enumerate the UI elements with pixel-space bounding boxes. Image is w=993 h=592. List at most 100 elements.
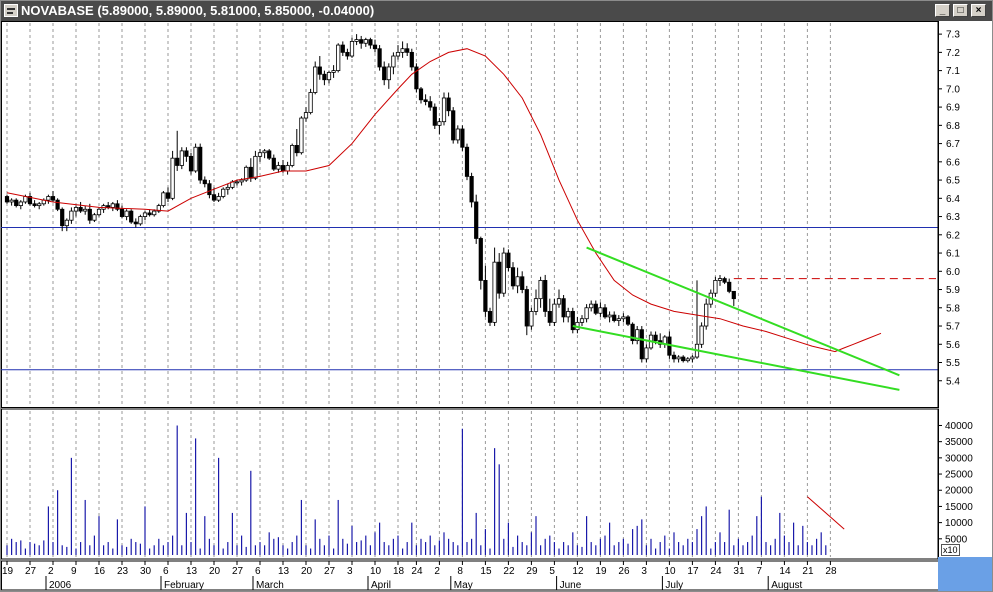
candle-body bbox=[276, 165, 281, 170]
volume-scale-note: x10 bbox=[941, 544, 960, 556]
candle-body bbox=[460, 128, 465, 148]
price-tick-label: 7.0 bbox=[946, 84, 960, 95]
month-label: 2006 bbox=[49, 580, 72, 591]
candle-body bbox=[92, 214, 97, 221]
chart-app-icon bbox=[4, 4, 18, 17]
candle-body bbox=[464, 146, 470, 177]
candle-body bbox=[87, 208, 92, 221]
candle-body bbox=[607, 314, 612, 318]
candle-body bbox=[14, 199, 19, 207]
candle-body bbox=[285, 165, 290, 172]
candle-body bbox=[382, 66, 387, 81]
candle-body bbox=[676, 356, 681, 360]
date-tick-label: 20 bbox=[301, 566, 313, 577]
candle-body bbox=[690, 356, 695, 360]
date-tick-label: 7 bbox=[756, 566, 762, 577]
candle-body bbox=[602, 307, 608, 318]
candle-body bbox=[202, 179, 207, 185]
date-tick-label: 27 bbox=[25, 566, 37, 577]
date-tick-label: 8 bbox=[457, 566, 463, 577]
price-series bbox=[1, 34, 938, 391]
candle-body bbox=[681, 356, 686, 362]
minimize-button[interactable]: _ bbox=[935, 4, 950, 17]
moving-average-line bbox=[6, 48, 882, 353]
price-tick-label: 5.9 bbox=[946, 285, 960, 296]
price-tick-label: 6.5 bbox=[946, 176, 960, 187]
candle-body bbox=[552, 303, 557, 323]
candle-body bbox=[478, 238, 483, 281]
candle-body bbox=[170, 157, 175, 199]
candle-body bbox=[400, 48, 405, 53]
candle-body bbox=[566, 311, 571, 318]
candle-body bbox=[584, 307, 589, 320]
wedge-trendline bbox=[572, 325, 900, 391]
candle-body bbox=[561, 298, 566, 318]
candle-body bbox=[418, 88, 424, 101]
candle-body bbox=[179, 150, 184, 166]
candle-body bbox=[129, 210, 134, 223]
window-title: NOVABASE (5.89000, 5.89000, 5.81000, 5.8… bbox=[21, 3, 375, 18]
month-label: April bbox=[371, 580, 391, 591]
date-tick-label: 24 bbox=[411, 566, 423, 577]
candle-body bbox=[55, 199, 60, 210]
maximize-button[interactable]: □ bbox=[953, 4, 968, 17]
candle-body bbox=[727, 281, 732, 292]
price-volume-chart[interactable]: 5.4 5.5 5.6 5.7 5.8 5.9 6.0 6.1 6.2 6.3 6.4 6.5 6.6 6… bbox=[1, 21, 992, 591]
candle-body bbox=[234, 181, 240, 184]
candle-body bbox=[625, 316, 631, 325]
wedge-trendline bbox=[586, 246, 900, 377]
date-tick-label: 15 bbox=[480, 566, 492, 577]
date-tick-label: 18 bbox=[393, 566, 405, 577]
date-tick-label: 3 bbox=[641, 566, 647, 577]
chart-area[interactable]: 5.4 5.5 5.6 5.7 5.8 5.9 6.0 6.1 6.2 6.3 6.4 6.5 6.6 6… bbox=[1, 21, 992, 591]
volume-tick-label: 5000 bbox=[945, 534, 968, 545]
month-label: July bbox=[665, 580, 683, 591]
date-tick-label: 19 bbox=[595, 566, 607, 577]
candle-body bbox=[326, 72, 332, 81]
close-button[interactable]: × bbox=[971, 4, 986, 17]
candle-body bbox=[60, 208, 65, 227]
price-tick-label: 5.6 bbox=[946, 340, 960, 351]
date-tick-label: 10 bbox=[664, 566, 676, 577]
date-tick-label: 24 bbox=[710, 566, 722, 577]
candle-body bbox=[248, 166, 253, 179]
candle-body bbox=[515, 276, 520, 287]
candle-body bbox=[336, 44, 341, 72]
volume-tick-label: 40000 bbox=[945, 421, 973, 432]
candle-body bbox=[713, 280, 718, 294]
candle-body bbox=[492, 261, 497, 323]
candle-body bbox=[115, 203, 120, 210]
price-axis: 5.4 5.5 5.6 5.7 5.8 5.9 6.0 6.1 6.2 6.3 6.4 6.5 6.6 6… bbox=[937, 21, 960, 407]
candle-body bbox=[593, 303, 598, 314]
candle-body bbox=[717, 278, 723, 281]
candle-body bbox=[340, 44, 345, 53]
candle-body bbox=[175, 157, 180, 166]
month-label: May bbox=[454, 580, 473, 591]
candle-body bbox=[4, 196, 10, 203]
candle-body bbox=[635, 329, 640, 342]
price-tick-label: 5.8 bbox=[946, 303, 960, 314]
candle-body bbox=[331, 70, 336, 73]
date-tick-label: 3 bbox=[347, 566, 353, 577]
candle-body bbox=[73, 207, 79, 212]
title-bar[interactable]: NOVABASE (5.89000, 5.89000, 5.81000, 5.8… bbox=[1, 1, 992, 21]
candle-body bbox=[483, 280, 488, 312]
candle-body bbox=[198, 146, 203, 181]
date-tick-label: 22 bbox=[503, 566, 515, 577]
month-label: February bbox=[164, 580, 204, 591]
candle-body bbox=[349, 41, 355, 57]
volume-tick-label: 10000 bbox=[945, 518, 973, 529]
price-tick-label: 6.3 bbox=[946, 212, 960, 223]
volume-tick-label: 35000 bbox=[945, 437, 973, 448]
volume-tick-label: 25000 bbox=[945, 470, 973, 481]
candle-body bbox=[423, 99, 428, 103]
candle-body bbox=[372, 44, 378, 50]
date-tick-label: 30 bbox=[140, 566, 152, 577]
price-tick-label: 6.8 bbox=[946, 121, 960, 132]
candle-body bbox=[538, 280, 543, 300]
date-tick-label: 6 bbox=[163, 566, 169, 577]
candle-body bbox=[308, 92, 313, 113]
candle-body bbox=[345, 51, 350, 57]
candle-body bbox=[446, 97, 451, 112]
